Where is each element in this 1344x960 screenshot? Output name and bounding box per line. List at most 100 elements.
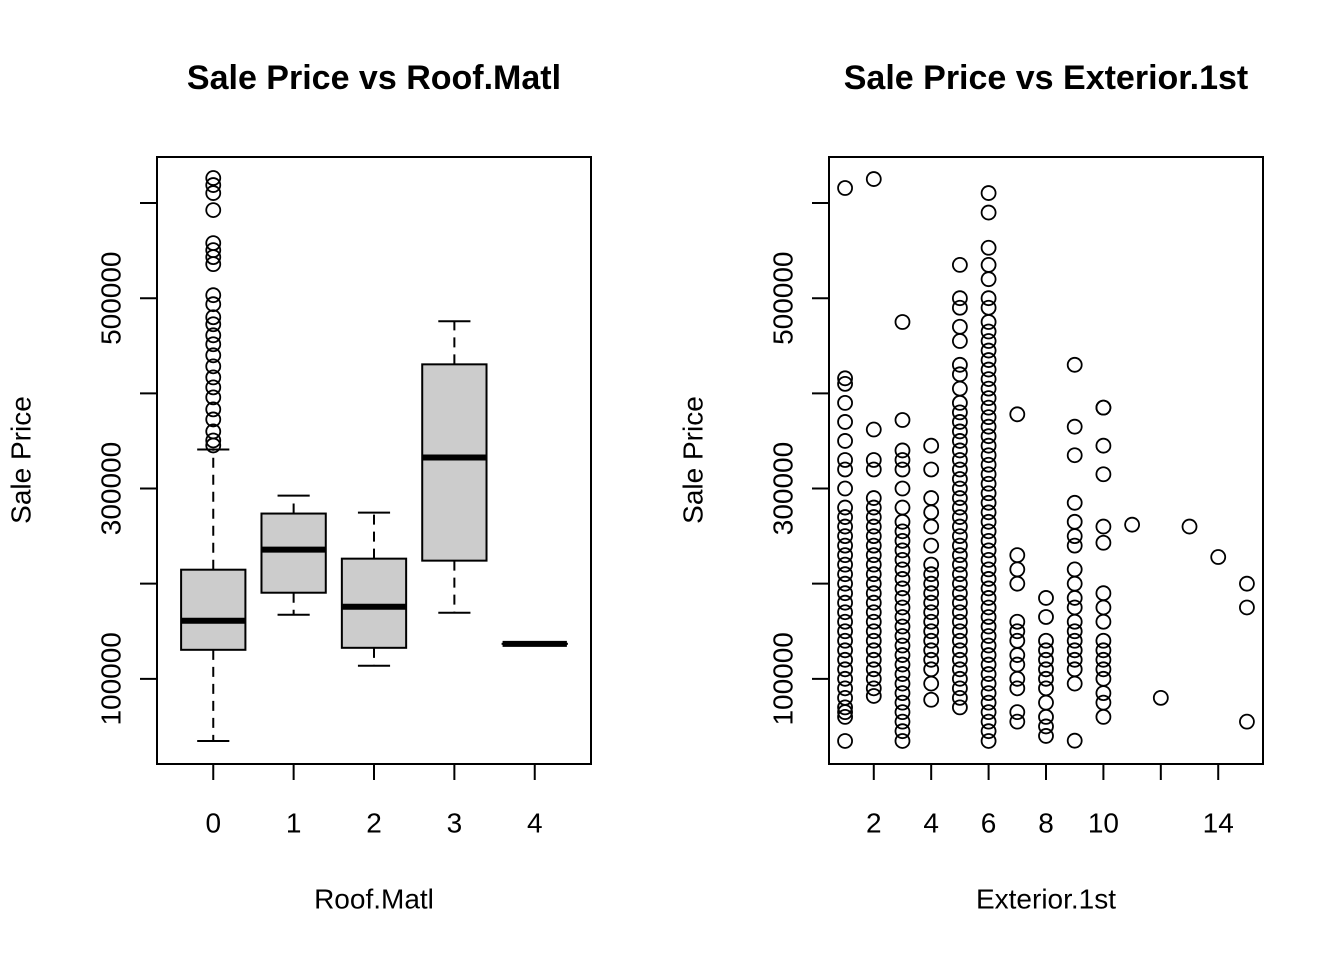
point: [951, 547, 968, 564]
point: [865, 688, 882, 704]
point: [865, 461, 882, 478]
point: [980, 694, 997, 711]
point: [951, 642, 968, 659]
point: [1038, 718, 1054, 735]
point: [1066, 561, 1083, 578]
outlier: [205, 177, 222, 193]
point: [951, 680, 968, 697]
x-tick-label: 0: [205, 807, 221, 838]
point: [923, 651, 940, 668]
x-tick-label: 2: [366, 807, 382, 838]
y-tick-label: 300000: [767, 442, 798, 535]
point: [1095, 466, 1112, 483]
point: [951, 518, 968, 535]
point: [980, 513, 997, 530]
point: [951, 594, 968, 611]
point: [1038, 590, 1054, 606]
point: [894, 314, 911, 330]
point: [951, 566, 968, 583]
point: [980, 437, 997, 454]
point: [923, 691, 940, 708]
point: [837, 480, 853, 497]
point: [980, 185, 997, 201]
point: [865, 171, 882, 187]
point: [1066, 651, 1083, 668]
box: [260, 512, 327, 594]
point: [894, 647, 911, 663]
point: [865, 575, 882, 592]
point: [1239, 599, 1255, 616]
outlier: [205, 411, 222, 428]
chart-title: Sale Price vs Roof.Matl: [187, 59, 561, 97]
point: [1095, 518, 1112, 535]
point: [923, 661, 940, 678]
point: [837, 733, 853, 749]
point: [865, 680, 882, 697]
point: [980, 352, 997, 368]
point: [980, 371, 997, 387]
point: [1066, 447, 1083, 464]
point: [837, 461, 853, 478]
point: [865, 421, 882, 438]
point: [923, 642, 940, 659]
point: [894, 628, 911, 644]
point: [837, 575, 853, 592]
point: [1095, 694, 1112, 711]
point: [951, 699, 968, 716]
point: [894, 656, 911, 673]
point: [951, 661, 968, 678]
point: [980, 542, 997, 559]
point: [951, 585, 968, 602]
point: [951, 509, 968, 525]
point: [1066, 642, 1083, 659]
point: [1038, 661, 1054, 678]
point: [837, 623, 853, 640]
point: [894, 480, 911, 497]
point: [951, 537, 968, 554]
point: [980, 418, 997, 435]
outlier: [205, 358, 222, 375]
point: [1095, 399, 1112, 416]
point: [894, 685, 911, 702]
point: [1038, 670, 1054, 687]
point: [894, 599, 911, 616]
point: [1066, 494, 1083, 511]
point: [980, 628, 997, 644]
point: [894, 723, 911, 740]
point: [1066, 418, 1083, 435]
point: [951, 623, 968, 640]
point: [1095, 534, 1112, 551]
point: [980, 475, 997, 492]
point: [980, 609, 997, 625]
point: [1095, 585, 1112, 602]
point: [1124, 516, 1141, 533]
point: [894, 713, 911, 730]
point: [837, 613, 853, 630]
point: [1066, 623, 1083, 640]
point: [894, 442, 911, 459]
outlier: [205, 432, 222, 449]
point: [923, 437, 940, 454]
box: [180, 568, 247, 651]
point: [980, 466, 997, 483]
point: [894, 694, 911, 711]
y-axis-label: Sale Price: [677, 396, 708, 524]
point: [837, 594, 853, 611]
point: [837, 180, 853, 196]
point: [1009, 623, 1026, 640]
y-tick-label: 500000: [95, 251, 126, 344]
point: [980, 290, 997, 307]
point: [980, 342, 997, 359]
outlier: [205, 170, 222, 186]
x-axis-label: Exterior.1st: [976, 883, 1116, 914]
point: [1009, 406, 1026, 423]
point: [865, 518, 882, 535]
point: [951, 632, 968, 649]
point: [865, 585, 882, 602]
point: [980, 713, 997, 730]
outlier: [205, 249, 222, 266]
point: [894, 452, 911, 468]
point: [1181, 518, 1198, 535]
y-axis-label: Sale Price: [5, 396, 36, 524]
